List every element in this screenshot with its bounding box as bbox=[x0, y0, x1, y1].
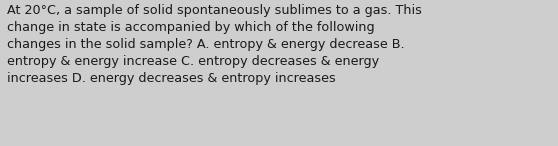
Text: At 20°C, a sample of solid spontaneously sublimes to a gas. This
change in state: At 20°C, a sample of solid spontaneously… bbox=[7, 4, 422, 85]
